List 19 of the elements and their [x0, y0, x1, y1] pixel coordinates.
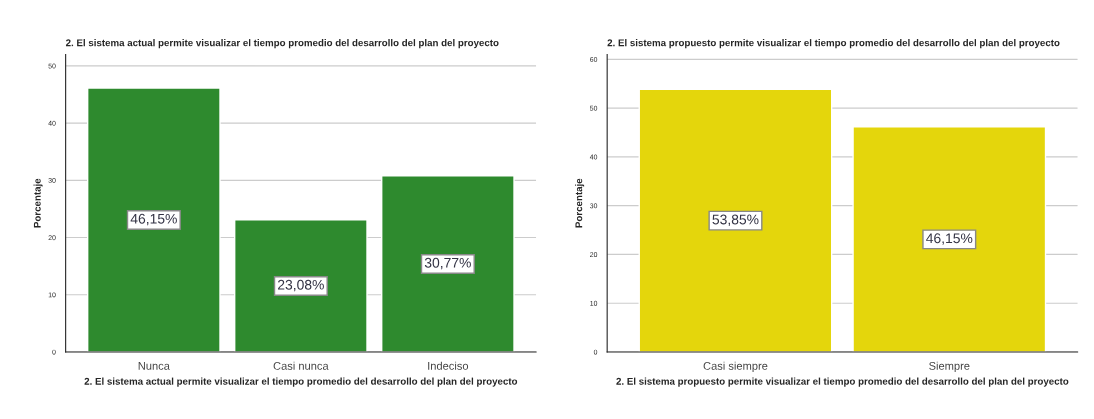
x-tick-label: Casi siempre — [703, 361, 768, 373]
x-axis-title: 2. El sistema propuesto permite visualizar el tiempo promedio del desarrollo del plan del proyecto — [616, 377, 1069, 387]
bar — [381, 175, 515, 352]
chart-title: 2. El sistema actual permite visualizar el tiempo promedio del desarrollo del plan del proyecto — [65, 39, 499, 49]
x-tick-label: Indeciso — [428, 361, 469, 370]
x-tick-label: Nunca — [138, 362, 170, 370]
bar — [234, 219, 368, 352]
bar — [86, 87, 221, 352]
x-tick-label: Casi nunca — [273, 361, 329, 370]
x-axis-title: 2. El sistema actual permite visualizar el tiempo promedio del desarrollo del plan del proyecto — [84, 377, 518, 387]
y-axis-title: Porcentaje — [33, 178, 43, 228]
data-label: 46,15% — [130, 213, 177, 226]
chart-title: 2. El sistema propuesto permite visualizar el tiempo promedio del desarrollo del plan del proyecto — [607, 39, 1060, 49]
data-label: 30,77% — [424, 257, 471, 270]
y-axis-title: Porcentaje — [575, 178, 585, 228]
data-label: 23,08% — [278, 279, 324, 292]
data-label: 46,15% — [926, 233, 973, 245]
data-label: 53,85% — [712, 214, 759, 227]
x-tick-label: Siempre — [929, 361, 970, 373]
